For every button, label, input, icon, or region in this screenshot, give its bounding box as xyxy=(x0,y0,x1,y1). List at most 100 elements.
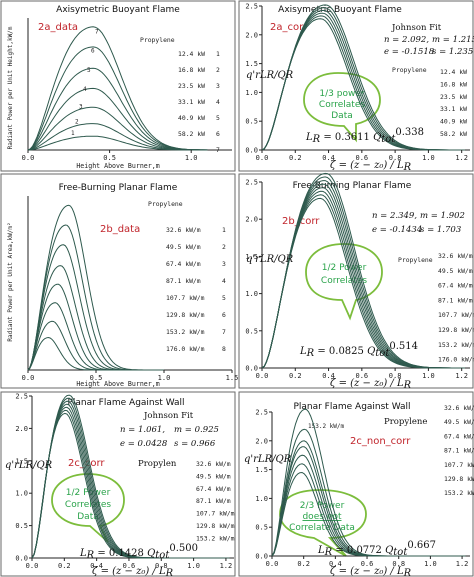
fit-m: m = 1.902 xyxy=(420,211,465,221)
legend-entry: 12.4 kW xyxy=(178,50,205,58)
callout-bubble: 1/2 Power Correlates xyxy=(305,243,383,321)
scaling-equation: LR = 0.1428 Qtot0.500 xyxy=(79,543,198,561)
fit-s: s = 0.966 xyxy=(174,439,216,449)
x-ticks: 0.0 0.5 1.0 1.5 xyxy=(22,370,239,382)
x-axis-label: ζ = (z − z₀) / LR xyxy=(330,378,412,391)
legend-entry: 107.7 kW/m xyxy=(196,510,235,518)
panel-frame xyxy=(238,173,474,389)
series-number: 4 xyxy=(83,86,87,93)
y-tick-label: 1.0 xyxy=(245,89,258,97)
legend-entry: 32.6 kW/m xyxy=(444,404,474,412)
y-tick-label: 0.5 xyxy=(245,327,258,335)
y-tick-label: 1.0 xyxy=(15,490,28,498)
curves xyxy=(261,4,465,151)
legend-id: 6 xyxy=(222,311,226,319)
legend-entry: 153.2 kW/m xyxy=(438,341,474,349)
legend-entry: 32.6 kW/m xyxy=(166,226,201,234)
zeta-sub: R xyxy=(403,380,412,391)
panel-title: Free-Burning Planar Flame xyxy=(293,181,412,191)
legend-entry: 16.8 kW xyxy=(178,66,205,74)
x-tick-label: 1.5 xyxy=(226,374,239,382)
y-tick-label: 0.5 xyxy=(255,524,268,532)
series-line xyxy=(271,408,466,557)
y-tick-label: 1.0 xyxy=(255,495,268,503)
y-tick-label: 0.0 xyxy=(255,553,268,561)
legend-entry: 67.4 kW/m xyxy=(196,485,231,493)
x-tick-label: 0.5 xyxy=(103,154,116,162)
x-tick-label: 0.0 xyxy=(22,154,35,162)
series-line xyxy=(27,135,208,151)
fit-params: Johnson Fit n = 2.092, m = 1.215 e = -0.… xyxy=(384,23,474,57)
legend: 32.6 kW/m 49.5 kW/m 67.4 kW/m 87.1 kW/m 107.… xyxy=(196,460,235,542)
equation-text: LR = 0.0772 Qtot0.667 xyxy=(317,540,436,558)
legend-id: 6 xyxy=(216,130,220,138)
y-tick-label: 0.0 xyxy=(245,365,258,373)
x-tick-label: 0.8 xyxy=(389,154,402,162)
eq-sub: R xyxy=(306,348,315,359)
x-tick-label: 0.6 xyxy=(356,154,369,162)
bubble-line: Correlates xyxy=(65,500,111,510)
legend-id: 4 xyxy=(222,277,226,285)
legend-entry: 33.1 kW xyxy=(178,98,205,106)
fit-n: n = 2.092, xyxy=(384,35,429,45)
y-tick-label: 0.5 xyxy=(245,118,258,126)
legend-id: 1 xyxy=(216,50,220,58)
panel-title: Axisymetric Buoyant Flame xyxy=(56,5,180,15)
panel-title: Free-Burning Planar Flame xyxy=(59,183,178,193)
curves xyxy=(271,408,466,557)
legend-entry: 107.7 kW/m xyxy=(444,461,474,469)
panel-tag: 2a_corr xyxy=(270,22,308,33)
legend-entry: 58.2 kW xyxy=(178,130,205,138)
fit-e: e = -0.1518 xyxy=(384,47,435,57)
legend-id: 3 xyxy=(216,82,220,90)
bubble-line: Correlate Data xyxy=(289,523,355,533)
x-axis-label: ζ = (z − z₀) / LR xyxy=(330,160,412,173)
x-tick-label: 0.4 xyxy=(322,372,335,380)
eq-sub: R xyxy=(324,547,333,558)
legend-entry: 49.5 kW/m xyxy=(444,418,474,426)
zeta-sub: R xyxy=(165,568,174,577)
x-tick-label: 1.0 xyxy=(422,154,435,162)
curves xyxy=(261,172,465,369)
eq-sub: R xyxy=(312,134,321,145)
panel-2a-corr: Axisymetric Buoyant Flame 2a_corr Johnso… xyxy=(238,0,474,173)
y-tick-label: 0.0 xyxy=(15,555,28,563)
panel-2c-non-corr: Planar Flame Against Wall Propylene 2c_n… xyxy=(238,391,474,577)
y-axis-label: Radiant Power per Unit Area,kW/m² xyxy=(7,222,14,341)
bubble-shape xyxy=(303,72,381,143)
fit-m: m = 0.925 xyxy=(174,425,219,435)
series-line xyxy=(31,394,230,559)
panel-2a-data: Axisymetric Buoyant Flame 2a_data Propyl… xyxy=(0,0,236,172)
fuel-label: Propylene xyxy=(398,256,433,264)
inline-series-label: 153.2 kW/m xyxy=(308,423,345,430)
panel-frame xyxy=(0,173,236,389)
ticks: 0.0 0.2 0.4 0.6 0.8 1.0 1.2 0.0 0.5 1.0 1.5 2.0 2.5 xyxy=(15,393,232,571)
legend-entry: 49.5 kW/m xyxy=(166,243,201,251)
scaling-equation: LR = 0.3611 Qtot0.338 xyxy=(305,127,424,145)
x-tick-label: 0.6 xyxy=(361,560,374,568)
zeta-sub: R xyxy=(403,162,412,173)
x-tick-label: 0.0 xyxy=(256,372,269,380)
legend-entry: 153.2 kW/m xyxy=(196,534,235,542)
x-axis-label: Height Above Burner,m xyxy=(76,380,159,388)
x-tick-label: 0.0 xyxy=(256,154,269,162)
series-number: 2 xyxy=(75,119,79,126)
y-tick-label: 0.0 xyxy=(245,147,258,155)
eq-sub2: tot xyxy=(375,348,390,359)
x-tick-label: 1.0 xyxy=(424,560,437,568)
y-tick-label: 2.0 xyxy=(245,216,258,224)
y-tick-label: 2.0 xyxy=(255,437,268,445)
x-tick-label: 1.0 xyxy=(185,154,198,162)
x-tick-label: 1.0 xyxy=(158,374,171,382)
curves xyxy=(31,394,230,559)
fit-params: Johnson Fit n = 1.061, m = 0.925 e = 0.0… xyxy=(120,411,219,449)
callout-bubble: 1/2 Power Correlates Data xyxy=(51,473,125,543)
series-number: 1 xyxy=(71,130,75,137)
legend: 32.6 kW/m 49.5 kW/m 67.4 kW/m 87.1 kW/m 107.… xyxy=(444,404,474,497)
bubble-shape xyxy=(305,243,383,321)
y-tick-label: 2.0 xyxy=(245,31,258,39)
legend-entry: 23.5 kW xyxy=(178,82,205,90)
eq-sub2: tot xyxy=(155,550,170,561)
panel-title: Planar Flame Against Wall xyxy=(293,402,410,412)
